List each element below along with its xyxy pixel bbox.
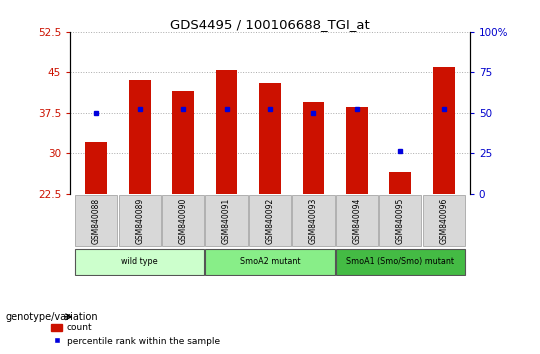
Text: SmoA2 mutant: SmoA2 mutant: [240, 257, 300, 266]
Bar: [259, 83, 281, 194]
Bar: [389, 172, 411, 194]
Text: GSM840091: GSM840091: [222, 197, 231, 244]
Bar: [119, 195, 161, 246]
Bar: [292, 195, 334, 246]
Bar: [206, 195, 248, 246]
Bar: [433, 67, 455, 194]
Bar: [75, 195, 117, 246]
Bar: [215, 70, 238, 194]
Text: GSM840096: GSM840096: [439, 197, 448, 244]
Text: SmoA1 (Smo/Smo) mutant: SmoA1 (Smo/Smo) mutant: [346, 257, 454, 266]
Bar: [336, 249, 465, 275]
Text: GSM840092: GSM840092: [266, 197, 274, 244]
Bar: [75, 249, 204, 275]
Text: GSM840093: GSM840093: [309, 197, 318, 244]
Bar: [346, 107, 368, 194]
Title: GDS4495 / 100106688_TGI_at: GDS4495 / 100106688_TGI_at: [170, 18, 370, 31]
Text: GSM840094: GSM840094: [353, 197, 361, 244]
Bar: [249, 195, 291, 246]
Bar: [302, 102, 325, 194]
Text: wild type: wild type: [122, 257, 158, 266]
Bar: [423, 195, 465, 246]
Bar: [379, 195, 421, 246]
Bar: [85, 142, 107, 194]
Text: GSM840090: GSM840090: [179, 197, 187, 244]
Legend: count, percentile rank within the sample: count, percentile rank within the sample: [48, 320, 224, 349]
Text: GSM840088: GSM840088: [92, 198, 101, 244]
Bar: [129, 80, 151, 194]
Bar: [206, 249, 334, 275]
Bar: [172, 91, 194, 194]
Text: GSM840089: GSM840089: [135, 197, 144, 244]
Bar: [336, 195, 378, 246]
Text: GSM840095: GSM840095: [396, 197, 405, 244]
Text: genotype/variation: genotype/variation: [5, 312, 98, 322]
Bar: [162, 195, 204, 246]
